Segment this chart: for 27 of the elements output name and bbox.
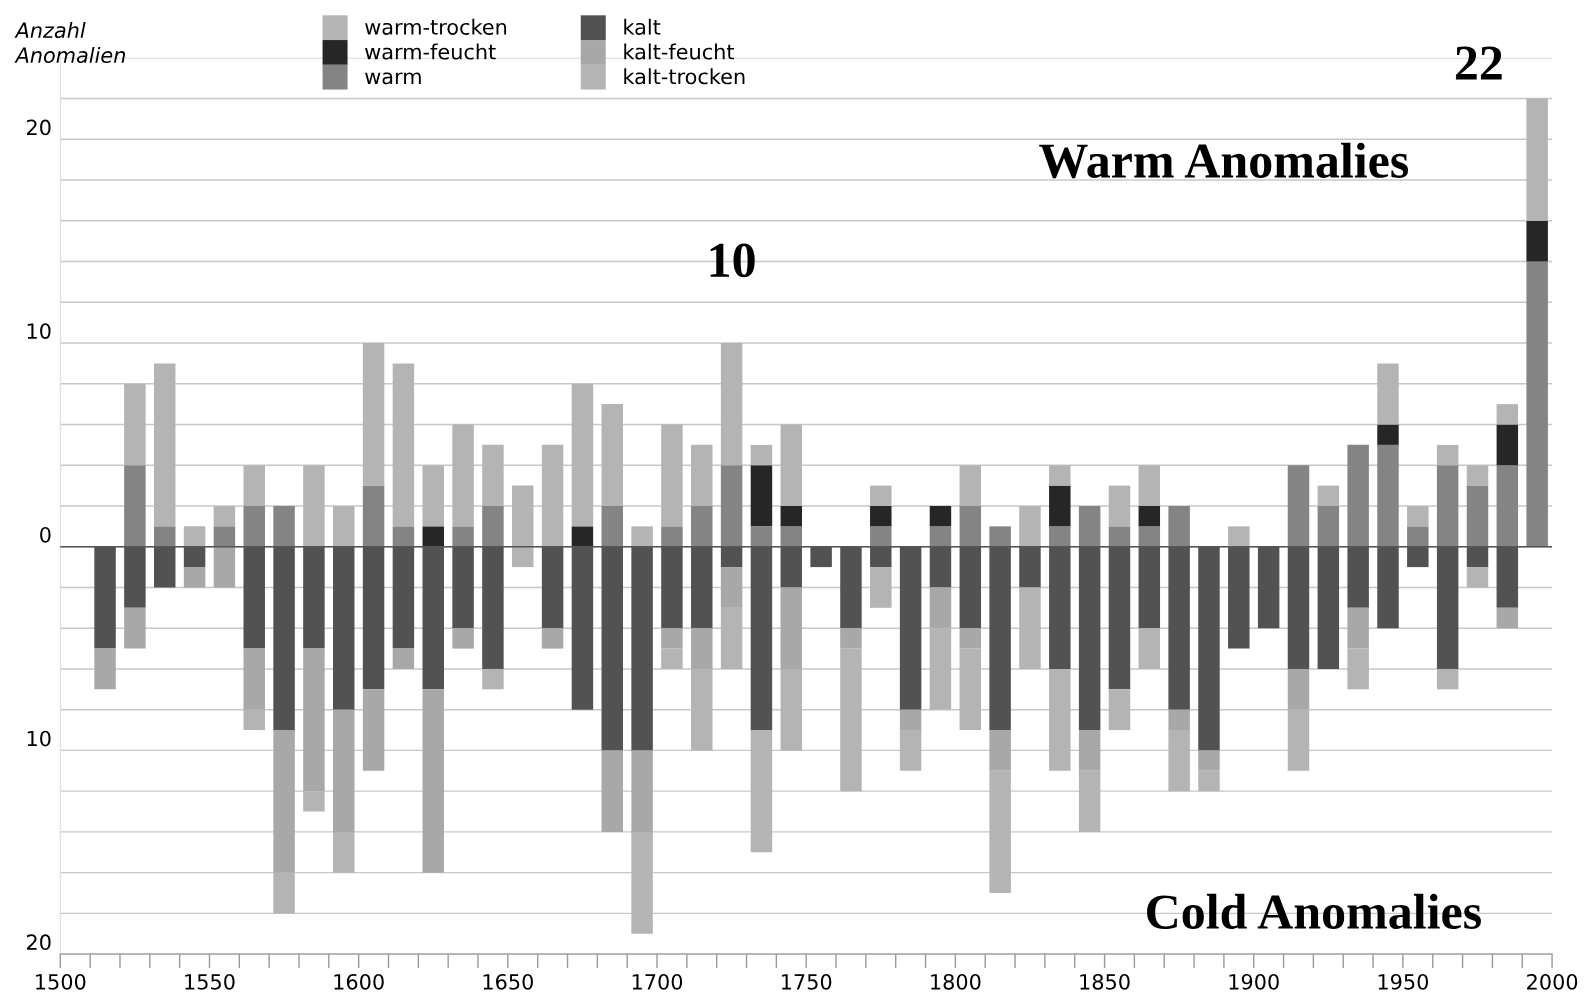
x-tick-label: 1900 [1229, 973, 1279, 990]
x-tick-label: 1550 [185, 973, 235, 990]
annotation: 22 [1455, 46, 1502, 80]
y-tick-label: 20 [26, 119, 51, 136]
y-tick-label: 10 [27, 730, 51, 747]
x-tick-label: 1600 [334, 973, 384, 990]
annotation: Warm Anomalies [1039, 142, 1409, 179]
legend-label: kalt-trocken [624, 68, 745, 85]
x-tick-label: 1700 [632, 973, 683, 990]
legend-label: warm-trocken [365, 18, 507, 35]
x-tick-label: 1750 [781, 973, 832, 990]
x-tick-label: 2000 [1527, 973, 1578, 990]
y-tick-label: 20 [26, 934, 51, 951]
legend-label: kalt [624, 18, 661, 35]
x-tick-label: 1950 [1378, 973, 1429, 990]
x-tick-label: 1650 [483, 973, 533, 990]
legend-label: kalt-feucht [624, 43, 735, 60]
annotation: 10 [710, 243, 755, 278]
legend-label: warm [365, 72, 421, 85]
y-tick-label: 10 [27, 323, 51, 339]
legend-label: warm-feucht [365, 43, 496, 60]
x-tick-label: 1500 [36, 973, 86, 990]
y-tick-label: 0 [40, 526, 51, 543]
annotation: Cold Anomalies [1147, 893, 1481, 929]
x-tick-label: 1800 [931, 973, 981, 990]
y-axis-title: Anzahl Anomalien [14, 21, 125, 64]
x-tick-label: 1850 [1080, 973, 1130, 990]
